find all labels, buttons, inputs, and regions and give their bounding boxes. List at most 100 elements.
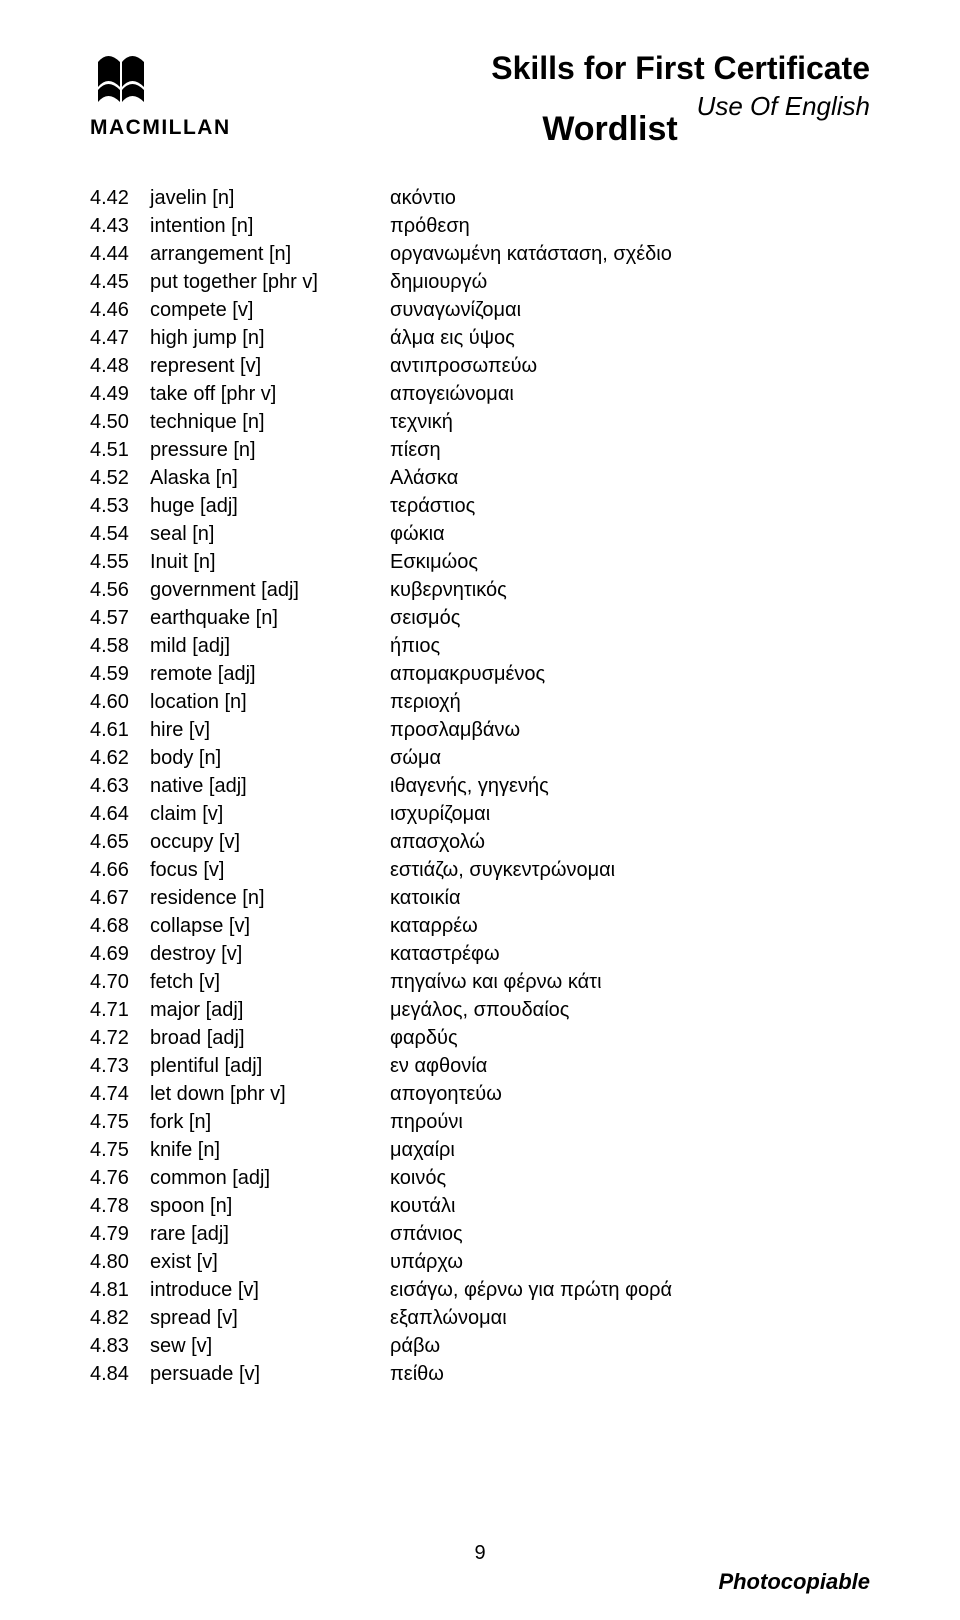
entry-term: technique [n] — [150, 408, 390, 436]
entry-term: introduce [v] — [150, 1276, 390, 1304]
entry-definition: μαχαίρι — [390, 1136, 870, 1164]
entry-number: 4.69 — [90, 940, 150, 968]
entry-number: 4.44 — [90, 240, 150, 268]
wordlist-entry: 4.69destroy [v]καταστρέφω — [90, 940, 870, 968]
entry-term: collapse [v] — [150, 912, 390, 940]
entry-term: huge [adj] — [150, 492, 390, 520]
entry-number: 4.63 — [90, 772, 150, 800]
entry-number: 4.61 — [90, 716, 150, 744]
entry-number: 4.55 — [90, 548, 150, 576]
wordlist-entry: 4.74let down [phr v]απογοητεύω — [90, 1080, 870, 1108]
entry-number: 4.43 — [90, 212, 150, 240]
entry-number: 4.75 — [90, 1136, 150, 1164]
entry-term: remote [adj] — [150, 660, 390, 688]
entry-term: major [adj] — [150, 996, 390, 1024]
entry-definition: πείθω — [390, 1360, 870, 1388]
wordlist-entry: 4.49take off [phr v]απογειώνομαι — [90, 380, 870, 408]
wordlist-entry: 4.63native [adj]ιθαγενής, γηγενής — [90, 772, 870, 800]
entry-number: 4.59 — [90, 660, 150, 688]
wordlist-entry: 4.71major [adj]μεγάλος, σπουδαίος — [90, 996, 870, 1024]
entry-term: take off [phr v] — [150, 380, 390, 408]
wordlist-entry: 4.75knife [n]μαχαίρι — [90, 1136, 870, 1164]
entry-number: 4.74 — [90, 1080, 150, 1108]
entry-number: 4.73 — [90, 1052, 150, 1080]
wordlist-entry: 4.75fork [n]πηρούνι — [90, 1108, 870, 1136]
entry-definition: κυβερνητικός — [390, 576, 870, 604]
footer-text: Photocopiable — [718, 1569, 870, 1595]
entry-term: sew [v] — [150, 1332, 390, 1360]
entry-number: 4.42 — [90, 184, 150, 212]
wordlist-entry: 4.58mild [adj]ήπιος — [90, 632, 870, 660]
wordlist-entry: 4.62body [n]σώμα — [90, 744, 870, 772]
entry-number: 4.57 — [90, 604, 150, 632]
entry-term: residence [n] — [150, 884, 390, 912]
entry-definition: τεράστιος — [390, 492, 870, 520]
entry-definition: εν αφθονία — [390, 1052, 870, 1080]
wordlist-entry: 4.82spread [v]εξαπλώνομαι — [90, 1304, 870, 1332]
entry-number: 4.67 — [90, 884, 150, 912]
entry-definition: φαρδύς — [390, 1024, 870, 1052]
entry-term: common [adj] — [150, 1164, 390, 1192]
entry-definition: σώμα — [390, 744, 870, 772]
wordlist-entry: 4.45put together [phr v]δημιουργώ — [90, 268, 870, 296]
entry-number: 4.76 — [90, 1164, 150, 1192]
wordlist-entry: 4.80exist [v]υπάρχω — [90, 1248, 870, 1276]
entry-term: exist [v] — [150, 1248, 390, 1276]
wordlist-entry: 4.43intention [n]πρόθεση — [90, 212, 870, 240]
wordlist-entry: 4.83sew [v]ράβω — [90, 1332, 870, 1360]
entry-term: seal [n] — [150, 520, 390, 548]
entry-term: compete [v] — [150, 296, 390, 324]
entry-definition: ισχυρίζομαι — [390, 800, 870, 828]
entry-definition: αντιπροσωπεύω — [390, 352, 870, 380]
entry-definition: πρόθεση — [390, 212, 870, 240]
entry-number: 4.48 — [90, 352, 150, 380]
header: MACMILLAN Skills for First Certificate U… — [90, 50, 870, 149]
wordlist-entry: 4.50technique [n]τεχνική — [90, 408, 870, 436]
entry-definition: απασχολώ — [390, 828, 870, 856]
entry-number: 4.52 — [90, 464, 150, 492]
entry-number: 4.51 — [90, 436, 150, 464]
entry-number: 4.62 — [90, 744, 150, 772]
wordlist-entry: 4.55Inuit [n]Εσκιμώος — [90, 548, 870, 576]
entry-term: fetch [v] — [150, 968, 390, 996]
entry-number: 4.46 — [90, 296, 150, 324]
main-title: Skills for First Certificate — [280, 50, 870, 87]
entry-term: arrangement [n] — [150, 240, 390, 268]
entry-term: focus [v] — [150, 856, 390, 884]
entry-number: 4.64 — [90, 800, 150, 828]
entry-definition: ήπιος — [390, 632, 870, 660]
entry-definition: εισάγω, φέρνω για πρώτη φορά — [390, 1276, 870, 1304]
entry-term: high jump [n] — [150, 324, 390, 352]
entry-definition: Εσκιμώος — [390, 548, 870, 576]
title-block: Skills for First Certificate Use Of Engl… — [280, 50, 870, 149]
entry-definition: σεισμός — [390, 604, 870, 632]
entry-term: fork [n] — [150, 1108, 390, 1136]
entry-number: 4.81 — [90, 1276, 150, 1304]
entry-number: 4.50 — [90, 408, 150, 436]
entry-definition: πηγαίνω και φέρνω κάτι — [390, 968, 870, 996]
entry-number: 4.72 — [90, 1024, 150, 1052]
entry-definition: εξαπλώνομαι — [390, 1304, 870, 1332]
entry-number: 4.60 — [90, 688, 150, 716]
entry-number: 4.75 — [90, 1108, 150, 1136]
entry-term: broad [adj] — [150, 1024, 390, 1052]
entry-number: 4.80 — [90, 1248, 150, 1276]
entry-term: claim [v] — [150, 800, 390, 828]
entry-term: let down [phr v] — [150, 1080, 390, 1108]
entry-number: 4.79 — [90, 1220, 150, 1248]
entry-term: occupy [v] — [150, 828, 390, 856]
entry-definition: φώκια — [390, 520, 870, 548]
entry-term: spread [v] — [150, 1304, 390, 1332]
wordlist-entry: 4.72broad [adj]φαρδύς — [90, 1024, 870, 1052]
entry-definition: σπάνιος — [390, 1220, 870, 1248]
entry-number: 4.78 — [90, 1192, 150, 1220]
entry-definition: καταστρέφω — [390, 940, 870, 968]
entry-term: put together [phr v] — [150, 268, 390, 296]
wordlist-entry: 4.47high jump [n]άλμα εις ύψος — [90, 324, 870, 352]
entry-number: 4.49 — [90, 380, 150, 408]
entry-number: 4.84 — [90, 1360, 150, 1388]
logo-mark-icon — [90, 50, 250, 110]
wordlist-entry: 4.53huge [adj]τεράστιος — [90, 492, 870, 520]
wordlist-entry: 4.52Alaska [n]Αλάσκα — [90, 464, 870, 492]
entry-term: knife [n] — [150, 1136, 390, 1164]
